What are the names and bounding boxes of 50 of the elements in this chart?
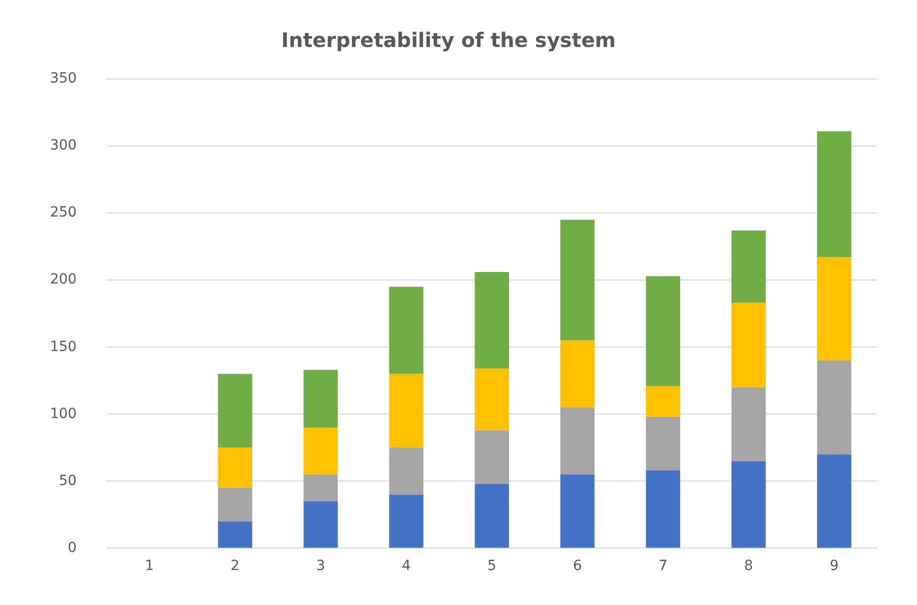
y-tick-label: 100 [50, 406, 77, 422]
bar [817, 131, 852, 258]
bar [389, 448, 424, 495]
bar [474, 368, 509, 430]
bar [560, 220, 595, 340]
bar [304, 428, 338, 474]
bar [732, 302, 766, 388]
bar [304, 474, 338, 502]
x-tick-label: 6 [572, 558, 582, 574]
y-tick-label: 250 [50, 204, 77, 221]
bar [646, 470, 680, 548]
bar [474, 272, 509, 369]
y-tick-label: 0 [68, 540, 77, 556]
bar [817, 257, 852, 361]
bar [218, 488, 252, 522]
bar [560, 407, 595, 474]
bar [646, 386, 680, 417]
x-tick-label: 8 [744, 558, 754, 574]
y-tick-label: 350 [50, 70, 77, 87]
x-tick-label: 4 [402, 558, 411, 574]
y-tick-label: 300 [50, 138, 77, 154]
bar [304, 370, 338, 428]
bar [389, 374, 424, 448]
x-tick-label: 7 [658, 558, 668, 574]
bar [389, 286, 424, 374]
bar [474, 430, 509, 484]
x-tick-label: 2 [230, 558, 240, 574]
x-tick-label: 3 [316, 558, 326, 574]
bar [304, 501, 338, 548]
x-tick-label: 5 [487, 558, 496, 574]
bar [474, 484, 509, 548]
bar [560, 474, 595, 548]
y-tick-label: 150 [50, 338, 77, 355]
x-tick-label: 9 [830, 558, 839, 574]
bar [646, 276, 680, 386]
bar [817, 454, 852, 548]
chart-title: Interpretability of the system [281, 28, 616, 52]
y-tick-label: 50 [58, 472, 77, 489]
bar [732, 387, 766, 462]
bar [218, 448, 252, 488]
bar [560, 340, 595, 408]
y-tick-label: 200 [50, 272, 77, 288]
bar [218, 374, 252, 448]
bar [646, 416, 680, 470]
bar [732, 461, 766, 548]
bar [389, 494, 424, 548]
bar [218, 521, 252, 548]
bar [732, 230, 766, 303]
x-tick-label: 1 [145, 558, 154, 574]
bar [817, 360, 852, 454]
